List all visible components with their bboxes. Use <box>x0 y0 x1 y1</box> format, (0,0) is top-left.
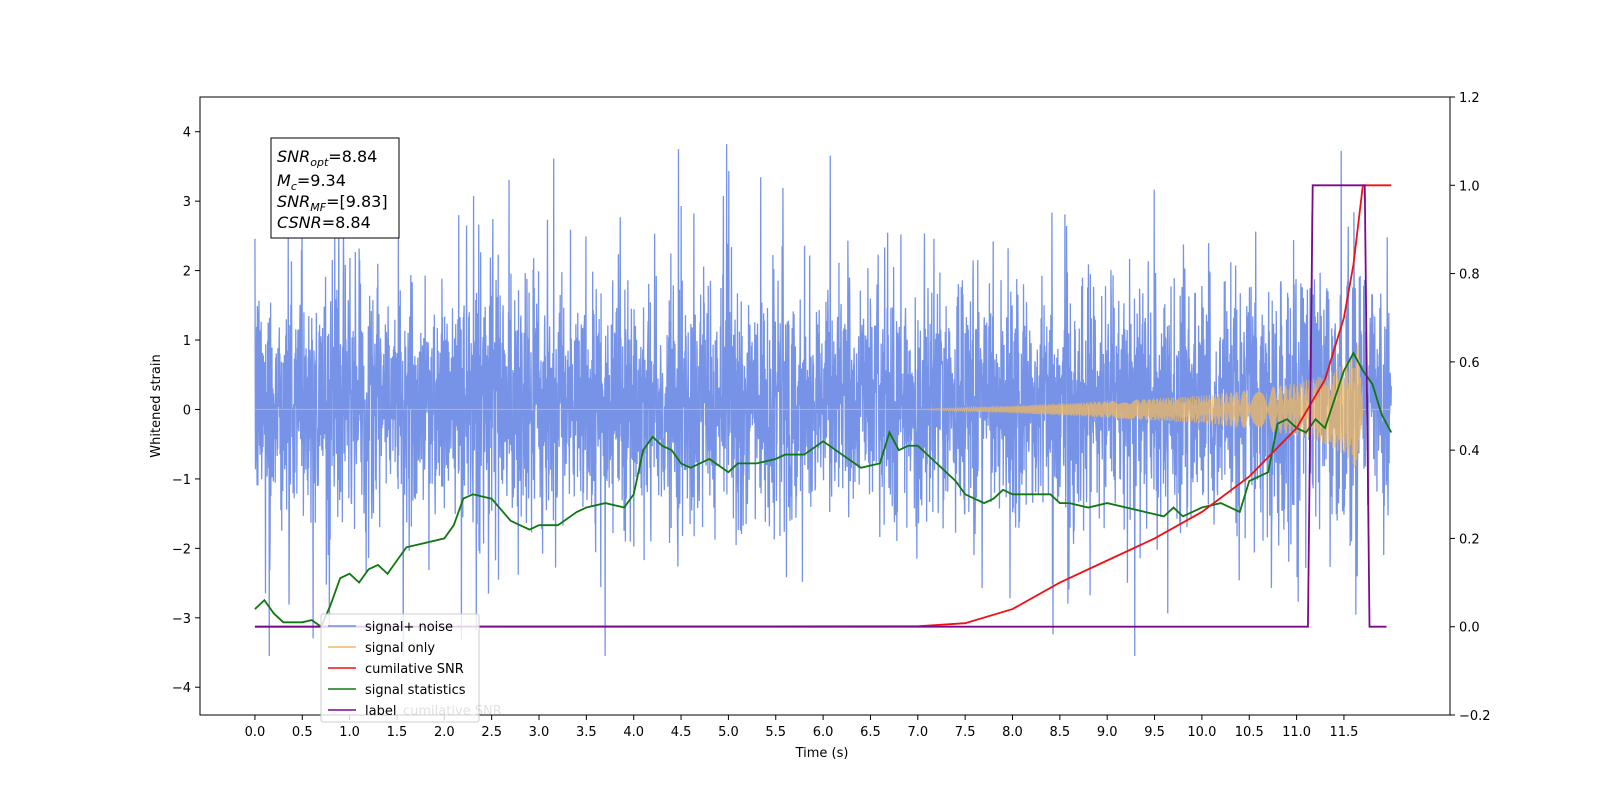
annotation-csnr: CSNR=8.84 <box>277 213 371 232</box>
x-tick-label: 10.0 <box>1187 725 1216 740</box>
y-tick-label: −1 <box>172 473 191 488</box>
x-tick-label: 7.0 <box>907 725 928 740</box>
y-axis-left: −4 −3 −2 −1 0 1 2 3 4 <box>172 126 200 696</box>
x-tick-label: 11.0 <box>1282 725 1311 740</box>
series-cumulative-snr <box>254 184 1392 628</box>
x-tick-label: 1.5 <box>387 725 408 740</box>
x-tick-label: 10.5 <box>1235 725 1264 740</box>
signal-only-line <box>254 342 1392 468</box>
series-signal-noise <box>254 144 1392 656</box>
series-signal-statistics <box>254 351 1393 629</box>
y-tick-label: 1 <box>183 334 191 349</box>
y-tick-label: −2 <box>172 542 191 557</box>
annotation-mc: Mc=9.34 <box>277 171 346 193</box>
legend-entry-signal-noise: signal+ noise <box>365 620 453 635</box>
x-tick-label: 0.0 <box>245 725 266 740</box>
x-tick-label: 0.5 <box>292 725 313 740</box>
cumulative-snr-line <box>254 184 1392 628</box>
x-tick-label: 8.0 <box>1002 725 1023 740</box>
label-line <box>254 184 1387 628</box>
x-axis-label: Time (s) <box>795 746 849 761</box>
series-signal-only <box>254 342 1392 468</box>
x-tick-label: 1.0 <box>339 725 360 740</box>
y2-tick-label: 0.0 <box>1459 621 1480 636</box>
annotation-snr-opt: SNRopt=8.84 <box>277 147 377 169</box>
y2-tick-label: 0.6 <box>1459 356 1480 371</box>
x-tick-label: 4.0 <box>623 725 644 740</box>
x-tick-label: 8.5 <box>1050 725 1071 740</box>
y2-tick-label: 0.2 <box>1459 532 1480 547</box>
x-tick-label: 5.5 <box>765 725 786 740</box>
x-tick-label: 2.5 <box>481 725 502 740</box>
y-tick-label: 4 <box>183 126 191 141</box>
y-tick-label: 3 <box>183 195 191 210</box>
y2-tick-label: 1.2 <box>1459 91 1480 106</box>
x-axis: 0.0 0.5 1.0 1.5 2.0 2.5 3.0 3.5 4.0 4.5 5.0 5.5 6.0 6… <box>245 715 1358 740</box>
x-tick-label: 11.5 <box>1329 725 1358 740</box>
y-tick-label: 2 <box>183 265 191 280</box>
legend-entry-signal-statistics: signal statistics <box>365 683 466 698</box>
y-axis-right: −0.2 0.0 0.2 0.4 0.6 0.8 1.0 1.2 <box>1450 91 1491 724</box>
legend-entry-cumulative-snr: cumilative SNR <box>365 662 464 677</box>
legend-entry-signal-only: signal only <box>365 641 435 656</box>
axes-frame <box>199 96 1451 716</box>
x-tick-label: 3.5 <box>576 725 597 740</box>
series-label <box>254 184 1387 628</box>
y2-tick-label: 0.8 <box>1459 268 1480 283</box>
x-tick-label: 5.0 <box>718 725 739 740</box>
x-tick-label: 9.5 <box>1144 725 1165 740</box>
x-tick-label: 3.0 <box>529 725 550 740</box>
y-tick-label: −4 <box>172 681 191 696</box>
x-tick-label: 2.0 <box>434 725 455 740</box>
x-tick-label: 6.0 <box>813 725 834 740</box>
y2-tick-label: −0.2 <box>1459 709 1491 724</box>
signal-statistics-line <box>254 351 1393 629</box>
annotation-snr-mf: SNRMF=[9.83] <box>277 192 388 214</box>
y-tick-label: −3 <box>172 612 191 627</box>
legend: signal+ noise signal only cumilative SNR… <box>320 613 502 723</box>
annotation-box: SNRopt=8.84 Mc=9.34 SNRMF=[9.83] CSNR=8.… <box>270 137 400 239</box>
legend-entry-label: label <box>365 704 396 719</box>
legend-entry-cumulative-snr-ghost: cumilative SNR <box>403 704 502 719</box>
y2-tick-label: 1.0 <box>1459 179 1480 194</box>
x-tick-label: 9.0 <box>1097 725 1118 740</box>
signal-noise-line <box>254 144 1392 656</box>
x-tick-label: 6.5 <box>860 725 881 740</box>
y2-tick-label: 0.4 <box>1459 444 1480 459</box>
x-tick-label: 7.5 <box>955 725 976 740</box>
y-tick-label: 0 <box>183 403 191 418</box>
x-tick-label: 4.5 <box>671 725 692 740</box>
plot-area <box>254 144 1393 656</box>
y-axis-label: Whitened strain <box>149 354 164 457</box>
